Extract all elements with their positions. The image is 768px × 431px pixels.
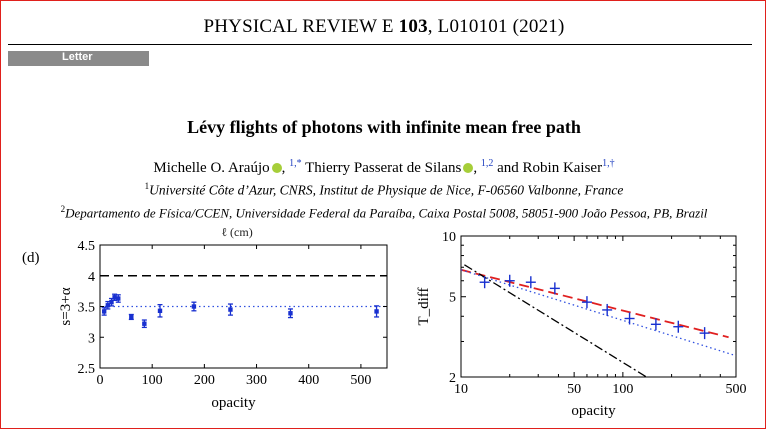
y-tick-label: 3 — [88, 331, 95, 346]
data-point — [129, 314, 134, 320]
x-tick-label: 500 — [726, 382, 747, 397]
x-axis-label: opacity — [571, 403, 616, 419]
data-point — [191, 304, 197, 309]
section-label: Letter — [62, 51, 93, 63]
fit-line-dotted — [461, 269, 736, 357]
x-tick-label: 50 — [567, 382, 581, 397]
y-tick-label: 3.5 — [78, 301, 96, 316]
data-point — [142, 321, 147, 326]
affiliation-text: Université Côte d’Azur, CNRS, Institut d… — [149, 182, 624, 198]
author-list: Michelle O. Araújo, 1,* Thierry Passerat… — [0, 158, 768, 177]
x-tick-label: 100 — [142, 373, 163, 388]
y-axis-label: s=3+α — [58, 287, 74, 325]
x-axis-label: opacity — [211, 395, 256, 411]
y-axis-label: T_diff — [416, 287, 432, 325]
fit-line-dashdot — [464, 264, 647, 377]
y-tick-label: 4 — [88, 270, 95, 285]
affiliation-text: Departamento de Física/CCEN, Universidad… — [65, 205, 708, 221]
author-name[interactable]: Thierry Passerat de Silans — [305, 160, 462, 176]
x-tick-label: 300 — [246, 373, 267, 388]
journal-name: PHYSICAL REVIEW E — [203, 16, 394, 37]
data-point — [101, 309, 107, 314]
data-point — [288, 311, 293, 316]
affiliation-number: 1 — [144, 181, 150, 191]
plot-frame — [460, 235, 737, 378]
header-rule — [8, 44, 752, 45]
x-tick-label: 400 — [298, 373, 319, 388]
x-tick-label: 200 — [194, 373, 215, 388]
author-name[interactable]: Michelle O. Araújo — [153, 160, 270, 176]
author-affiliation-mark[interactable]: 1,2 — [480, 158, 494, 169]
affiliation-2: 2Departamento de Física/CCEN, Universida… — [0, 204, 768, 221]
journal-header: PHYSICAL REVIEW E 103, L010101 (2021) — [0, 16, 768, 38]
data-point — [228, 307, 233, 312]
x-tick-label: 10 — [454, 382, 468, 397]
data-point — [112, 295, 117, 300]
x-tick-label: 500 — [350, 373, 371, 388]
data-point — [105, 303, 111, 308]
affiliation-number: 2 — [60, 204, 66, 214]
y-tick-label: 2.5 — [78, 362, 96, 377]
y-tick-label: 4.5 — [78, 239, 96, 254]
y-tick-label: 2 — [449, 371, 456, 386]
article-number: , L010101 (2021) — [427, 16, 565, 37]
journal-volume: 103 — [398, 16, 428, 37]
section-bar: Letter — [8, 51, 149, 66]
author-separator: , — [473, 160, 481, 176]
author-affiliation-mark[interactable]: 1,† — [602, 158, 615, 169]
data-point — [116, 296, 121, 301]
author-name[interactable]: Robin Kaiser — [522, 160, 603, 176]
x-tick-label: 0 — [97, 373, 104, 388]
fit-line-dashed — [461, 268, 729, 339]
y-tick-label: 5 — [449, 291, 456, 306]
author-separator: , — [281, 160, 290, 176]
author-affiliation-mark[interactable]: 1,* — [289, 158, 302, 169]
y-tick-label: 10 — [442, 230, 456, 245]
panel-label: (d) — [22, 250, 40, 266]
orcid-icon[interactable] — [463, 163, 474, 173]
affiliation-1: 1Université Côte d’Azur, CNRS, Institut … — [0, 181, 768, 199]
x-tick-label: 100 — [612, 382, 633, 397]
data-point — [374, 309, 379, 314]
orcid-icon[interactable] — [271, 163, 282, 173]
data-point — [109, 299, 114, 305]
data-point — [157, 308, 163, 314]
partial-axis-label: ℓ (cm) — [221, 225, 252, 239]
author-separator: and — [493, 160, 523, 176]
paper-title: Lévy flights of photons with infinite me… — [187, 117, 581, 137]
